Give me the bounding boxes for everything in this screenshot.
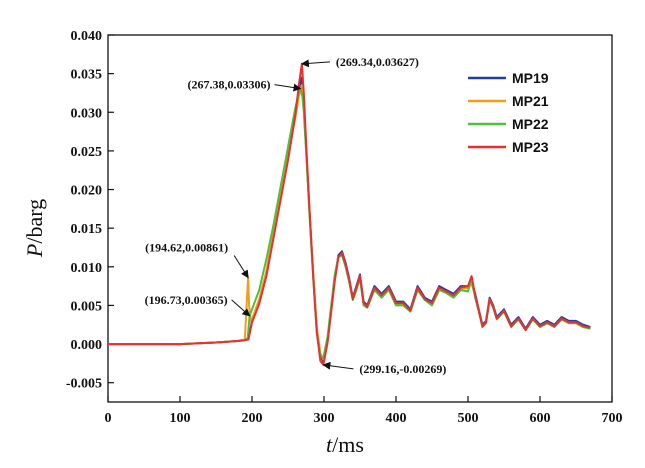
y-tick-label: -0.005 — [66, 377, 102, 392]
y-tick-label: 0.020 — [71, 184, 103, 199]
y-tick-label: 0.010 — [71, 261, 103, 276]
y-tick-label: 0.025 — [71, 145, 103, 160]
annotation-label: (269.34,0.03627) — [336, 55, 419, 69]
y-tick-label: 0.030 — [71, 106, 103, 121]
x-axis-label: t/ms — [326, 432, 364, 457]
series-line-mp23 — [108, 62, 591, 366]
y-tick-label: 0.035 — [71, 68, 103, 83]
x-tick-label: 300 — [314, 411, 335, 426]
annotation-label: (267.38,0.03306) — [188, 78, 271, 92]
x-tick-label: 100 — [170, 411, 191, 426]
x-tick-label: 500 — [458, 411, 479, 426]
legend-label-mp22: MP22 — [512, 116, 549, 132]
y-tick-label: 0.000 — [71, 338, 103, 353]
annotation-arrow — [300, 59, 330, 68]
legend-label-mp23: MP23 — [512, 139, 549, 155]
annotation-label: (194.62,0.00861) — [145, 241, 228, 255]
x-tick-label: 600 — [530, 411, 551, 426]
legend-label-mp21: MP21 — [512, 93, 549, 109]
x-tick-label: 700 — [602, 411, 623, 426]
annotation-arrow — [231, 299, 251, 317]
legend-label-mp19: MP19 — [512, 70, 549, 86]
y-tick-label: 0.005 — [71, 299, 103, 314]
plot-frame — [107, 34, 613, 403]
annotation-label: (299.16,-0.00269) — [359, 362, 446, 376]
annotation-arrow — [322, 361, 354, 370]
annotation-arrow — [274, 83, 302, 92]
y-axis-label: P/barg — [22, 199, 47, 258]
annotation-label: (196.73,0.00365) — [145, 293, 228, 307]
annotation-arrow — [233, 255, 249, 279]
y-tick-label: 0.040 — [71, 29, 103, 44]
x-tick-label: 400 — [386, 411, 407, 426]
x-tick-label: 0 — [105, 411, 112, 426]
x-tick-label: 200 — [242, 411, 263, 426]
y-tick-label: 0.015 — [71, 222, 103, 237]
